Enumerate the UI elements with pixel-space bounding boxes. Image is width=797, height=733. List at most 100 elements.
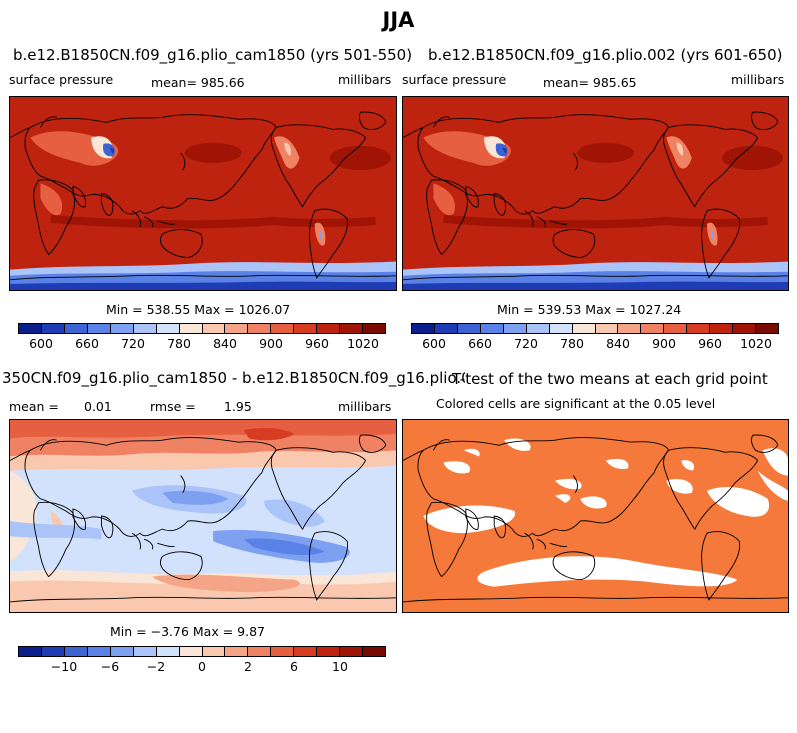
colorbar-swatch bbox=[363, 324, 385, 333]
panel3-rmse-label: rmse = bbox=[150, 399, 196, 414]
panel3-units: millibars bbox=[338, 399, 392, 414]
colorbar-tick-label: 6 bbox=[290, 659, 298, 674]
panel2-units: millibars bbox=[731, 72, 785, 87]
panel3-minmax: Min = −3.76 Max = 9.87 bbox=[110, 624, 265, 639]
panel2-mean: mean= 985.65 bbox=[543, 75, 637, 90]
colorbar-swatch bbox=[202, 647, 226, 656]
colorbar-swatch bbox=[248, 647, 272, 656]
colorbar-swatch bbox=[87, 647, 111, 656]
colorbar-swatch bbox=[340, 324, 364, 333]
panel2-colorbar-ticks: 600 660 720 780 840 900 960 1020 bbox=[411, 334, 779, 351]
colorbar-tick-label: 1020 bbox=[347, 336, 379, 351]
panel3-title-clip: 350CN.f09_g16.plio_cam1850 - b.e12.B1850… bbox=[0, 369, 465, 391]
colorbar-tick-label: 840 bbox=[213, 336, 237, 351]
colorbar-tick-label: 600 bbox=[422, 336, 446, 351]
panel1-colorbar-ticks: 600 660 720 780 840 900 960 1020 bbox=[18, 334, 386, 351]
panel2-minmax: Min = 539.53 Max = 1027.24 bbox=[497, 302, 682, 317]
colorbar-tick-label: 0 bbox=[198, 659, 206, 674]
colorbar-tick-label: 960 bbox=[305, 336, 329, 351]
colorbar-tick-label: 780 bbox=[560, 336, 584, 351]
colorbar-tick-label: −10 bbox=[50, 659, 78, 674]
colorbar-swatch bbox=[294, 324, 318, 333]
panel3-colorbar bbox=[18, 646, 386, 657]
panel1-mean: mean= 985.66 bbox=[151, 75, 245, 90]
colorbar-swatch bbox=[110, 324, 134, 333]
colorbar-tick-label: 10 bbox=[332, 659, 348, 674]
colorbar-swatch bbox=[526, 324, 550, 333]
colorbar-swatch bbox=[756, 324, 778, 333]
colorbar-tick-label: 660 bbox=[75, 336, 99, 351]
colorbar-tick-label: 660 bbox=[468, 336, 492, 351]
colorbar-swatch bbox=[156, 324, 180, 333]
colorbar-tick-label: 720 bbox=[514, 336, 538, 351]
colorbar-tick-label: 600 bbox=[29, 336, 53, 351]
colorbar-swatch bbox=[87, 324, 111, 333]
colorbar-swatch bbox=[733, 324, 757, 333]
panel3-rmse-value: 1.95 bbox=[224, 399, 252, 414]
colorbar-swatch bbox=[202, 324, 226, 333]
colorbar-tick-label: 840 bbox=[606, 336, 630, 351]
colorbar-swatch bbox=[225, 647, 249, 656]
colorbar-swatch bbox=[480, 324, 504, 333]
colorbar-tick-label: −6 bbox=[100, 659, 120, 674]
colorbar-swatch bbox=[595, 324, 619, 333]
colorbar-swatch bbox=[457, 324, 481, 333]
panel2-colorbar bbox=[411, 323, 779, 334]
colorbar-swatch bbox=[340, 647, 364, 656]
panel1-map bbox=[9, 96, 397, 291]
colorbar-swatch bbox=[503, 324, 527, 333]
colorbar-swatch bbox=[363, 647, 385, 656]
colorbar-swatch bbox=[412, 324, 435, 333]
colorbar-swatch bbox=[710, 324, 734, 333]
colorbar-swatch bbox=[179, 324, 203, 333]
page-title: JJA bbox=[382, 8, 415, 32]
panel1-colorbar bbox=[18, 323, 386, 334]
colorbar-tick-label: −2 bbox=[146, 659, 166, 674]
panel3-mean-value: 0.01 bbox=[84, 399, 112, 414]
colorbar-swatch bbox=[64, 647, 88, 656]
colorbar-tick-label: 2 bbox=[244, 659, 252, 674]
colorbar-swatch bbox=[317, 647, 341, 656]
colorbar-swatch bbox=[549, 324, 573, 333]
panel2-variable-label: surface pressure bbox=[402, 72, 507, 87]
colorbar-swatch bbox=[41, 324, 65, 333]
panel4-subtitle: Colored cells are significant at the 0.0… bbox=[436, 396, 716, 411]
colorbar-swatch bbox=[641, 324, 665, 333]
panel3-title: 350CN.f09_g16.plio_cam1850 - b.e12.B1850… bbox=[2, 369, 465, 387]
colorbar-swatch bbox=[179, 647, 203, 656]
colorbar-tick-label: 720 bbox=[121, 336, 145, 351]
colorbar-swatch bbox=[133, 324, 157, 333]
colorbar-swatch bbox=[434, 324, 458, 333]
panel1-variable-label: surface pressure bbox=[9, 72, 114, 87]
colorbar-swatch bbox=[19, 324, 42, 333]
panel2-map bbox=[402, 96, 789, 291]
colorbar-swatch bbox=[133, 647, 157, 656]
panel4-map bbox=[402, 419, 789, 613]
panel2-title: b.e12.B1850CN.f09_g16.plio.002 (yrs 601-… bbox=[428, 46, 783, 64]
panel1-units: millibars bbox=[338, 72, 392, 87]
colorbar-tick-label: 1020 bbox=[740, 336, 772, 351]
panel3-colorbar-ticks: −10 −6 −2 0 2 6 10 bbox=[18, 657, 386, 674]
colorbar-swatch bbox=[225, 324, 249, 333]
colorbar-swatch bbox=[110, 647, 134, 656]
colorbar-swatch bbox=[41, 647, 65, 656]
colorbar-swatch bbox=[618, 324, 642, 333]
colorbar-tick-label: 780 bbox=[167, 336, 191, 351]
colorbar-swatch bbox=[317, 324, 341, 333]
colorbar-swatch bbox=[64, 324, 88, 333]
colorbar-swatch bbox=[248, 324, 272, 333]
colorbar-swatch bbox=[572, 324, 596, 333]
colorbar-swatch bbox=[294, 647, 318, 656]
panel4-title: T-test of the two means at each grid poi… bbox=[452, 370, 768, 388]
colorbar-tick-label: 900 bbox=[652, 336, 676, 351]
colorbar-swatch bbox=[271, 324, 295, 333]
colorbar-swatch bbox=[156, 647, 180, 656]
colorbar-swatch bbox=[19, 647, 42, 656]
panel3-mean-label: mean = bbox=[9, 399, 59, 414]
colorbar-swatch bbox=[687, 324, 711, 333]
panel1-title: b.e12.B1850CN.f09_g16.plio_cam1850 (yrs … bbox=[13, 46, 413, 64]
colorbar-swatch bbox=[271, 647, 295, 656]
colorbar-swatch bbox=[664, 324, 688, 333]
panel3-map bbox=[9, 419, 397, 613]
colorbar-tick-label: 960 bbox=[698, 336, 722, 351]
